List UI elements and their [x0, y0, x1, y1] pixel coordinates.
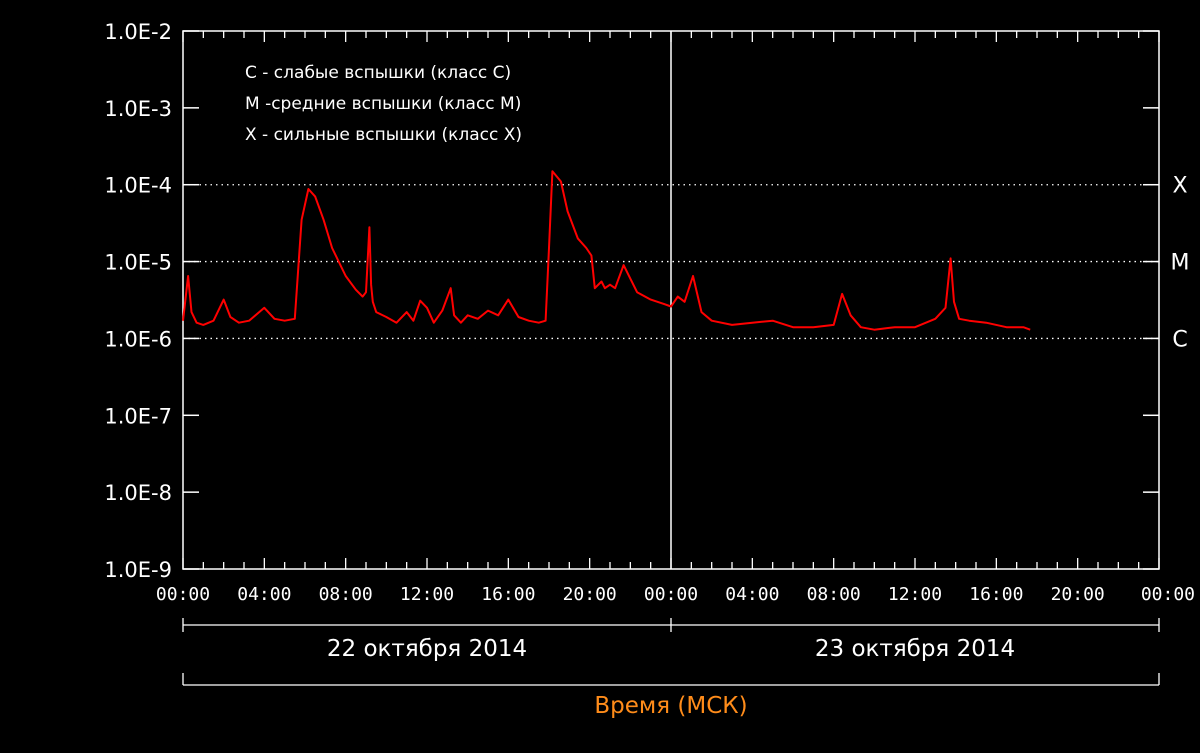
threshold-label-c: C [1172, 327, 1187, 352]
x-axis: 00:00 04:00 08:00 12:00 16:00 20:00 00:00 04:00… [156, 31, 1195, 605]
y-tick-label: 1.0E-5 [104, 251, 172, 275]
y-tick-label: 1.0E-9 [104, 558, 172, 582]
x-axis-title: Время (МСК) [594, 693, 747, 719]
xray-flux-series [182, 170, 1031, 331]
x-tick-label: 00:00 [156, 584, 210, 605]
x-tick-label: 08:00 [807, 584, 861, 605]
x-tick-label: 04:00 [725, 584, 779, 605]
legend-entry: X - сильные вспышки (класс X) [245, 125, 522, 145]
y-tick-label: 1.0E-6 [104, 327, 172, 351]
y-tick-label: 1.0E-2 [104, 20, 172, 44]
date-label: 23 октября 2014 [815, 636, 1015, 662]
legend-entry: C - слабые вспышки (класс C) [245, 63, 511, 83]
legend: C - слабые вспышки (класс C) M -средние в… [245, 63, 522, 145]
threshold-lines: X M C [183, 174, 1190, 352]
date-label: 22 октября 2014 [327, 636, 527, 662]
y-tick-label: 1.0E-7 [104, 404, 172, 428]
x-tick-label: 12:00 [888, 584, 942, 605]
x-tick-label: 16:00 [481, 584, 535, 605]
threshold-label-m: M [1171, 251, 1190, 276]
x-tick-label: 00:00 [1141, 584, 1195, 605]
x-tick-label: 12:00 [400, 584, 454, 605]
y-tick-label: 1.0E-4 [104, 174, 172, 198]
threshold-label-x: X [1172, 174, 1187, 199]
x-tick-label: 20:00 [1051, 584, 1105, 605]
x-tick-label: 04:00 [237, 584, 291, 605]
x-tick-label: 00:00 [644, 584, 698, 605]
y-tick-label: 1.0E-3 [104, 97, 172, 121]
legend-entry: M -средние вспышки (класс M) [245, 94, 521, 114]
y-tick-label: 1.0E-8 [104, 481, 172, 505]
x-tick-label: 08:00 [319, 584, 373, 605]
y-axis: 1.0E-9 1.0E-8 1.0E-7 1.0E-6 1.0E-5 1.0E-4 1.0E… [104, 20, 1159, 582]
x-tick-label: 16:00 [969, 584, 1023, 605]
x-tick-label: 20:00 [563, 584, 617, 605]
date-axis: 22 октября 2014 23 октября 2014 [182, 618, 1160, 686]
series-group [182, 170, 1031, 331]
